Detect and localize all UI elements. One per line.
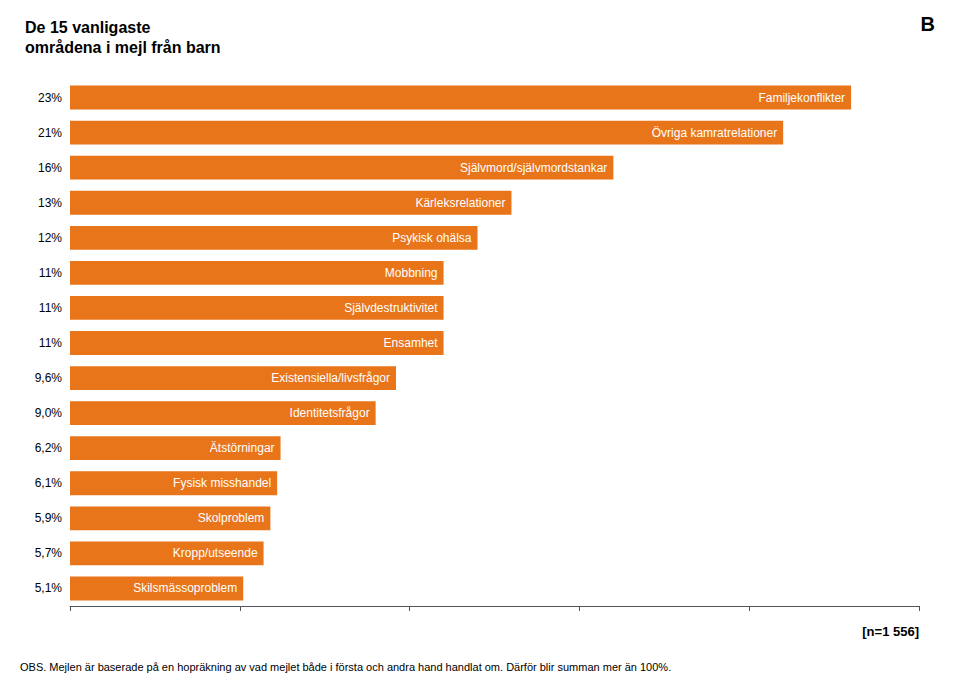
svg-text:Familjekonflikter: Familjekonflikter	[758, 91, 845, 105]
svg-text:Identitetsfrågor: Identitetsfrågor	[290, 406, 370, 420]
svg-text:6,2%: 6,2%	[35, 441, 63, 455]
svg-text:Kärleksrelationer: Kärleksrelationer	[415, 196, 505, 210]
svg-text:Kropp/utseende: Kropp/utseende	[173, 546, 258, 560]
svg-text:De 15 vanligaste: De 15 vanligaste	[25, 19, 151, 36]
svg-text:Övriga kamratrelationer: Övriga kamratrelationer	[652, 126, 777, 140]
svg-text:5,1%: 5,1%	[35, 581, 63, 595]
svg-text:Skolproblem: Skolproblem	[198, 511, 265, 525]
svg-text:Existensiella/livsfrågor: Existensiella/livsfrågor	[271, 371, 390, 385]
svg-text:Skilsmässoproblem: Skilsmässoproblem	[133, 581, 237, 595]
svg-text:[n=1 556]: [n=1 556]	[862, 624, 919, 639]
svg-text:11%: 11%	[39, 301, 62, 315]
svg-text:Psykisk ohälsa: Psykisk ohälsa	[392, 231, 472, 245]
svg-text:5,7%: 5,7%	[35, 546, 63, 560]
svg-text:23%: 23%	[38, 91, 62, 105]
svg-text:16%: 16%	[38, 161, 62, 175]
svg-text:Självmord/självmordstankar: Självmord/självmordstankar	[460, 161, 607, 175]
svg-text:6,1%: 6,1%	[35, 476, 63, 490]
svg-text:9,6%: 9,6%	[35, 371, 63, 385]
svg-text:Självdestruktivitet: Självdestruktivitet	[344, 301, 438, 315]
svg-text:9,0%: 9,0%	[35, 406, 63, 420]
svg-text:5,9%: 5,9%	[35, 511, 63, 525]
svg-text:Ensamhet: Ensamhet	[384, 336, 439, 350]
svg-text:Ätstörningar: Ätstörningar	[210, 441, 275, 455]
svg-text:12%: 12%	[38, 231, 62, 245]
svg-text:områdena i mejl från barn: områdena i mejl från barn	[25, 39, 221, 56]
svg-text:11%: 11%	[39, 266, 62, 280]
svg-text:11%: 11%	[39, 336, 62, 350]
svg-text:21%: 21%	[38, 126, 62, 140]
svg-text:Fysisk misshandel: Fysisk misshandel	[173, 476, 271, 490]
svg-text:OBS. Mejlen är baserade på en: OBS. Mejlen är baserade på en hopräkning…	[20, 661, 671, 673]
svg-text:B: B	[921, 13, 935, 35]
svg-text:Mobbning: Mobbning	[385, 266, 438, 280]
svg-text:13%: 13%	[38, 196, 62, 210]
